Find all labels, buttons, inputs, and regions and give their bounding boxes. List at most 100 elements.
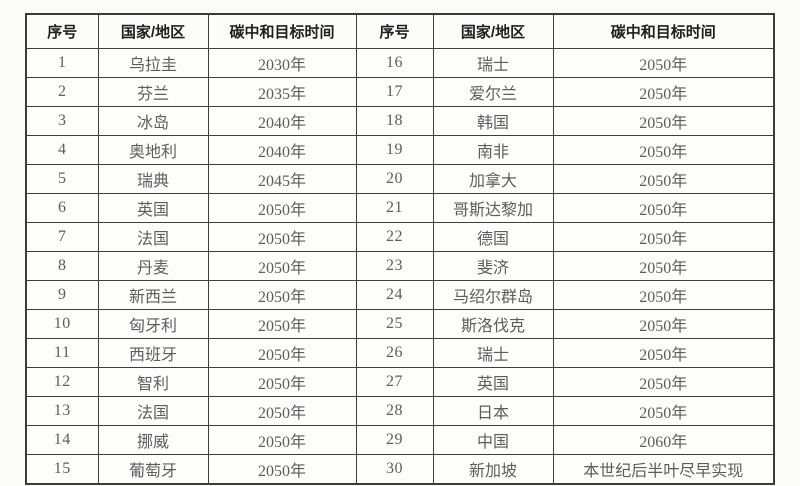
row-number-cell: 19 <box>355 135 434 165</box>
table-row: 11 西班牙 2050年 26 瑞士 2050年 <box>25 338 775 368</box>
target-time-cell: 2035年 <box>207 77 357 107</box>
table-row: 7 法国 2050年 22 德国 2050年 <box>25 222 775 252</box>
country-cell: 哥斯达黎加 <box>432 193 554 223</box>
country-cell: 斯洛伐克 <box>432 309 554 339</box>
row-number-cell: 29 <box>355 425 434 455</box>
row-number-cell: 5 <box>25 164 99 194</box>
country-cell: 加拿大 <box>432 164 554 194</box>
target-time-cell: 2050年 <box>552 367 775 397</box>
country-cell: 韩国 <box>432 106 554 136</box>
target-time-cell: 2050年 <box>207 454 357 485</box>
row-number-cell: 15 <box>25 454 99 485</box>
target-time-cell: 2050年 <box>552 77 775 107</box>
target-time-cell: 2050年 <box>552 48 775 78</box>
table-body: 1 乌拉圭 2030年 16 瑞士 2050年 2 芬兰 2035年 17 爱尔兰 2050年 3 冰岛 2… <box>25 48 775 485</box>
target-time-cell: 2050年 <box>552 251 775 281</box>
country-cell: 新加坡 <box>432 454 554 485</box>
target-time-cell: 2050年 <box>207 396 357 426</box>
country-cell: 德国 <box>432 222 554 252</box>
country-cell: 西班牙 <box>97 338 209 368</box>
target-time-cell: 2050年 <box>207 222 357 252</box>
country-cell: 冰岛 <box>97 106 209 136</box>
row-number-cell: 18 <box>355 106 434 136</box>
row-number-cell: 8 <box>25 251 99 281</box>
row-number-cell: 25 <box>355 309 434 339</box>
country-cell: 葡萄牙 <box>97 454 209 485</box>
table-row: 1 乌拉圭 2030年 16 瑞士 2050年 <box>25 48 775 78</box>
country-cell: 英国 <box>97 193 209 223</box>
country-cell: 爱尔兰 <box>432 77 554 107</box>
country-cell: 新西兰 <box>97 280 209 310</box>
table-row: 10 匈牙利 2050年 25 斯洛伐克 2050年 <box>25 309 775 339</box>
table-header-row: 序号 国家/地区 碳中和目标时间 序号 国家/地区 碳中和目标时间 <box>25 13 775 49</box>
header-target-left: 碳中和目标时间 <box>207 13 357 49</box>
target-time-cell: 2040年 <box>207 106 357 136</box>
row-number-cell: 30 <box>355 454 434 485</box>
row-number-cell: 1 <box>25 48 99 78</box>
table-row: 6 英国 2050年 21 哥斯达黎加 2050年 <box>25 193 775 223</box>
table-row: 13 法国 2050年 28 日本 2050年 <box>25 396 775 426</box>
country-cell: 奥地利 <box>97 135 209 165</box>
row-number-cell: 22 <box>355 222 434 252</box>
header-country-left: 国家/地区 <box>97 13 209 49</box>
row-number-cell: 9 <box>25 280 99 310</box>
target-time-cell: 2050年 <box>207 251 357 281</box>
country-cell: 匈牙利 <box>97 309 209 339</box>
row-number-cell: 21 <box>355 193 434 223</box>
country-cell: 乌拉圭 <box>97 48 209 78</box>
row-number-cell: 26 <box>355 338 434 368</box>
row-number-cell: 6 <box>25 193 99 223</box>
target-time-cell: 2050年 <box>207 338 357 368</box>
target-time-cell: 2050年 <box>552 309 775 339</box>
target-time-cell: 2050年 <box>552 280 775 310</box>
table-row: 5 瑞典 2045年 20 加拿大 2050年 <box>25 164 775 194</box>
row-number-cell: 12 <box>25 367 99 397</box>
target-time-cell: 2050年 <box>552 396 775 426</box>
row-number-cell: 17 <box>355 77 434 107</box>
table-row: 8 丹麦 2050年 23 斐济 2050年 <box>25 251 775 281</box>
country-cell: 英国 <box>432 367 554 397</box>
target-time-cell: 2030年 <box>207 48 357 78</box>
header-no-right: 序号 <box>355 13 434 49</box>
target-time-cell: 2050年 <box>552 164 775 194</box>
row-number-cell: 16 <box>355 48 434 78</box>
table-row: 4 奥地利 2040年 19 南非 2050年 <box>25 135 775 165</box>
country-cell: 瑞典 <box>97 164 209 194</box>
row-number-cell: 13 <box>25 396 99 426</box>
row-number-cell: 11 <box>25 338 99 368</box>
country-cell: 日本 <box>432 396 554 426</box>
table-row: 3 冰岛 2040年 18 韩国 2050年 <box>25 106 775 136</box>
row-number-cell: 23 <box>355 251 434 281</box>
country-cell: 法国 <box>97 222 209 252</box>
country-cell: 瑞士 <box>432 338 554 368</box>
target-time-cell: 2040年 <box>207 135 357 165</box>
target-time-cell: 2050年 <box>207 425 357 455</box>
target-time-cell: 2050年 <box>207 280 357 310</box>
target-time-cell: 2045年 <box>207 164 357 194</box>
row-number-cell: 20 <box>355 164 434 194</box>
target-time-cell: 2050年 <box>207 367 357 397</box>
country-cell: 挪威 <box>97 425 209 455</box>
target-time-cell: 2060年 <box>552 425 775 455</box>
row-number-cell: 24 <box>355 280 434 310</box>
row-number-cell: 2 <box>25 77 99 107</box>
header-country-right: 国家/地区 <box>432 13 554 49</box>
country-cell: 瑞士 <box>432 48 554 78</box>
target-time-cell: 2050年 <box>552 135 775 165</box>
target-time-cell: 本世纪后半叶尽早实现 <box>552 454 775 485</box>
row-number-cell: 3 <box>25 106 99 136</box>
row-number-cell: 10 <box>25 309 99 339</box>
row-number-cell: 14 <box>25 425 99 455</box>
country-cell: 南非 <box>432 135 554 165</box>
table-row: 12 智利 2050年 27 英国 2050年 <box>25 367 775 397</box>
table-row: 15 葡萄牙 2050年 30 新加坡 本世纪后半叶尽早实现 <box>25 454 775 485</box>
country-cell: 斐济 <box>432 251 554 281</box>
country-cell: 芬兰 <box>97 77 209 107</box>
table-row: 9 新西兰 2050年 24 马绍尔群岛 2050年 <box>25 280 775 310</box>
country-cell: 中国 <box>432 425 554 455</box>
target-time-cell: 2050年 <box>207 309 357 339</box>
header-no-left: 序号 <box>25 13 99 49</box>
carbon-neutrality-table: 序号 国家/地区 碳中和目标时间 序号 国家/地区 碳中和目标时间 1 乌拉圭 20… <box>25 13 775 485</box>
target-time-cell: 2050年 <box>552 193 775 223</box>
